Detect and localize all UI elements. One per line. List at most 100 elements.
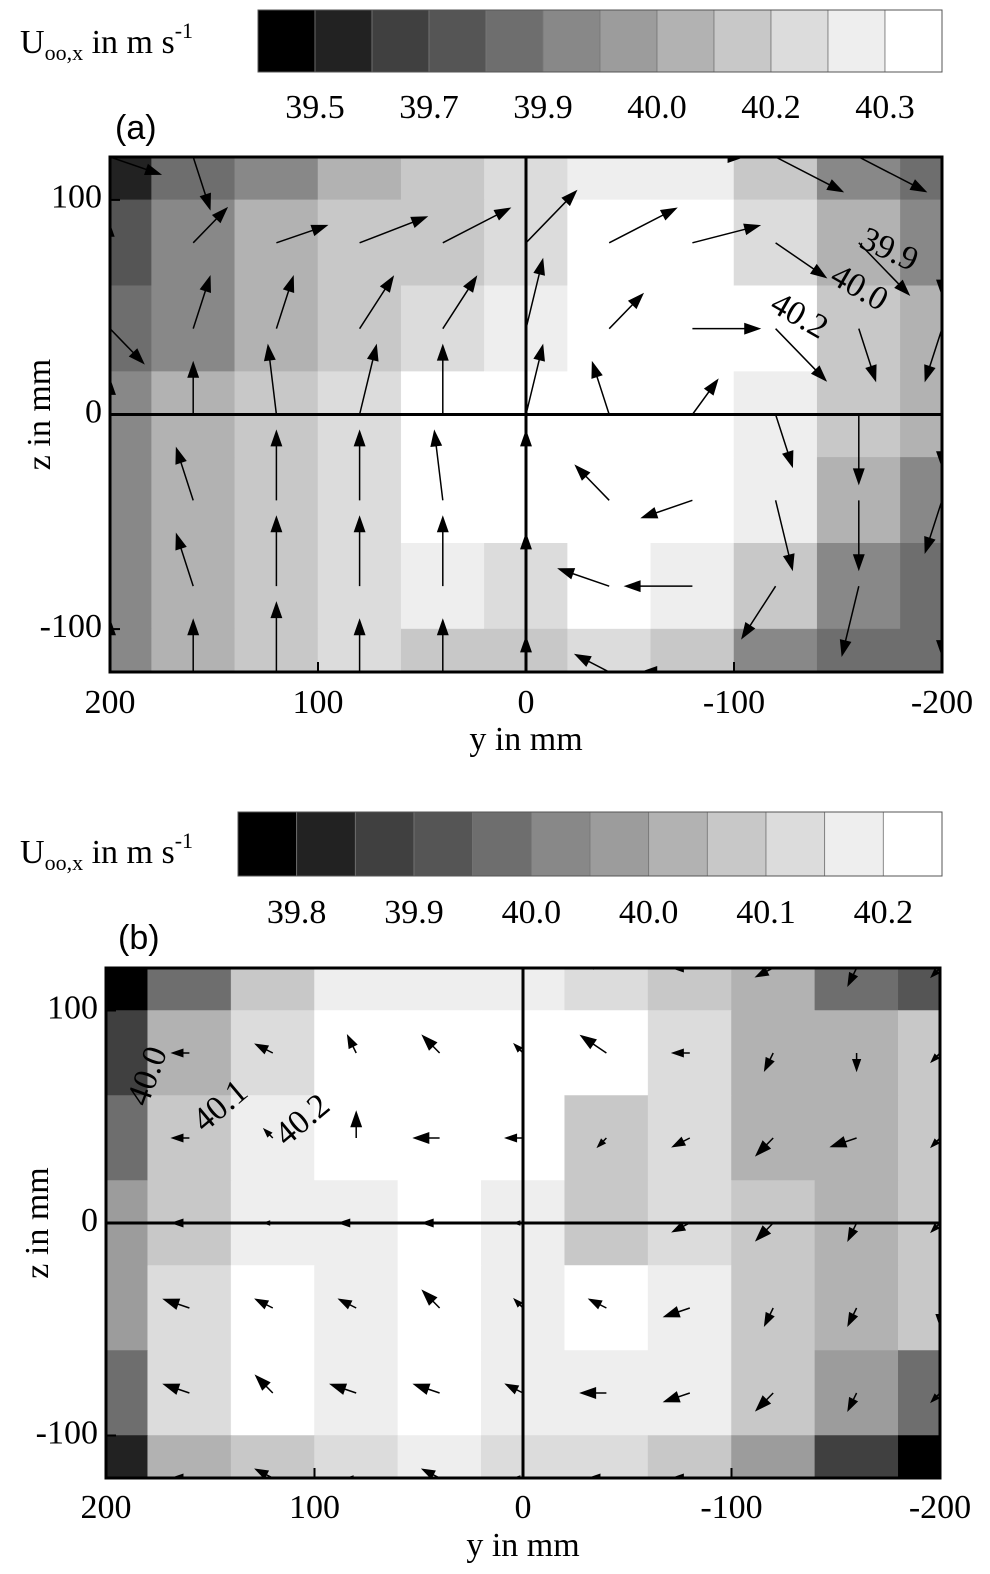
field-cell — [733, 628, 818, 672]
label-mid: in m s — [83, 24, 175, 61]
velocity-arrow — [608, 207, 678, 244]
field-cell — [230, 1435, 315, 1478]
colorbar-swatch — [713, 9, 772, 73]
colorbar-swatch — [428, 9, 487, 73]
colorbar-frame — [237, 811, 943, 877]
colorbar-swatch — [824, 811, 884, 877]
velocity-arrow — [254, 1043, 274, 1055]
field-cell — [733, 543, 818, 630]
field-cell — [110, 199, 152, 287]
colorbar-swatch — [599, 9, 658, 73]
field-cell — [814, 1350, 899, 1436]
velocity-arrow — [591, 360, 610, 415]
colorbar-swatch — [765, 811, 826, 877]
velocity-arrow — [275, 275, 295, 329]
field-cell — [900, 157, 942, 201]
velocity-arrow — [775, 328, 828, 382]
velocity-arrow — [847, 1222, 859, 1243]
velocity-arrow — [662, 1391, 691, 1403]
velocity-arrow — [187, 360, 200, 415]
field-cell — [898, 1010, 940, 1096]
velocity-arrow — [774, 414, 794, 469]
velocity-arrow — [110, 157, 163, 176]
velocity-arrow — [851, 1053, 862, 1073]
velocity-arrow — [852, 414, 865, 486]
velocity-arrow — [276, 157, 283, 158]
field-cell — [731, 1435, 816, 1478]
x-tick-label: 200 — [81, 1489, 132, 1526]
field-cell — [110, 285, 152, 372]
velocity-arrow — [587, 1298, 607, 1310]
colorbar-swatch — [354, 811, 415, 877]
velocity-arrow — [754, 1392, 774, 1412]
field-cell — [106, 1265, 148, 1351]
field-cell — [397, 1435, 482, 1478]
field-cell — [317, 285, 402, 372]
velocity-arrow — [526, 157, 528, 158]
colorbar-tick-label: 39.9 — [513, 89, 573, 126]
y-tick-label: 100 — [47, 989, 98, 1026]
velocity-arrow — [671, 1136, 691, 1148]
velocity-arrow — [608, 292, 645, 330]
colorbar-swatch — [648, 811, 708, 877]
colorbar-swatch — [296, 811, 356, 877]
label-main: U — [20, 834, 45, 871]
velocity-arrow — [574, 464, 610, 501]
velocity-arrow — [504, 1133, 523, 1143]
label-sup: -1 — [175, 18, 193, 43]
velocity-arrow — [89, 1134, 106, 1141]
label-sup: -1 — [175, 828, 193, 853]
velocity-arrow — [270, 429, 283, 501]
field-cell — [234, 199, 319, 287]
velocity-arrow — [337, 1298, 357, 1310]
label-mid: in m s — [83, 834, 175, 871]
velocity-arrow — [162, 1383, 190, 1395]
x-tick-label: -200 — [911, 684, 973, 721]
velocity-arrow — [421, 1034, 441, 1054]
colorbar-swatch — [827, 9, 886, 73]
velocity-arrow — [436, 618, 449, 672]
colorbar-swatch — [257, 9, 316, 73]
field-cell — [110, 457, 152, 544]
velocity-arrow — [192, 206, 229, 244]
colorbar-tick-label: 39.9 — [384, 894, 444, 931]
x-tick-label: -100 — [703, 684, 765, 721]
velocity-arrow — [254, 1374, 274, 1394]
velocity-arrow — [350, 1110, 363, 1138]
field — [110, 157, 942, 672]
field-cell — [147, 968, 232, 1011]
velocity-arrow — [852, 500, 865, 572]
velocity-arrow — [353, 515, 366, 587]
colorbar-swatch — [472, 811, 532, 877]
velocity-arrow — [262, 1127, 274, 1139]
field-cell — [106, 1435, 148, 1478]
velocity-arrow — [353, 429, 366, 501]
velocity-arrow — [89, 1389, 106, 1396]
field-cell — [314, 968, 399, 1011]
field-cell — [567, 628, 652, 672]
velocity-arrow — [442, 207, 512, 244]
panel-label: (a) — [115, 109, 157, 147]
colorbar-swatch — [882, 811, 943, 877]
field-cell — [900, 543, 942, 630]
y-tick-label: 100 — [51, 179, 102, 216]
velocity-arrow — [359, 157, 366, 158]
field-cell — [898, 1095, 940, 1181]
field-cell — [400, 157, 485, 201]
velocity-arrow — [941, 157, 942, 159]
velocity-arrow — [858, 157, 928, 193]
velocity-arrow — [170, 1048, 190, 1058]
y-axis-label: z in mm — [21, 359, 58, 470]
field-cell — [151, 285, 236, 372]
velocity-arrow — [263, 343, 278, 415]
velocity-arrow — [525, 189, 578, 244]
field-cell — [650, 457, 735, 544]
colorbar-tick-label: 40.0 — [502, 894, 562, 931]
velocity-arrow — [596, 1137, 607, 1149]
colorbar-swatch — [656, 9, 715, 73]
field-cell — [564, 968, 649, 1011]
velocity-arrow — [623, 580, 693, 593]
field-cell — [647, 968, 732, 1011]
colorbar-tick-label: 39.5 — [285, 89, 345, 126]
